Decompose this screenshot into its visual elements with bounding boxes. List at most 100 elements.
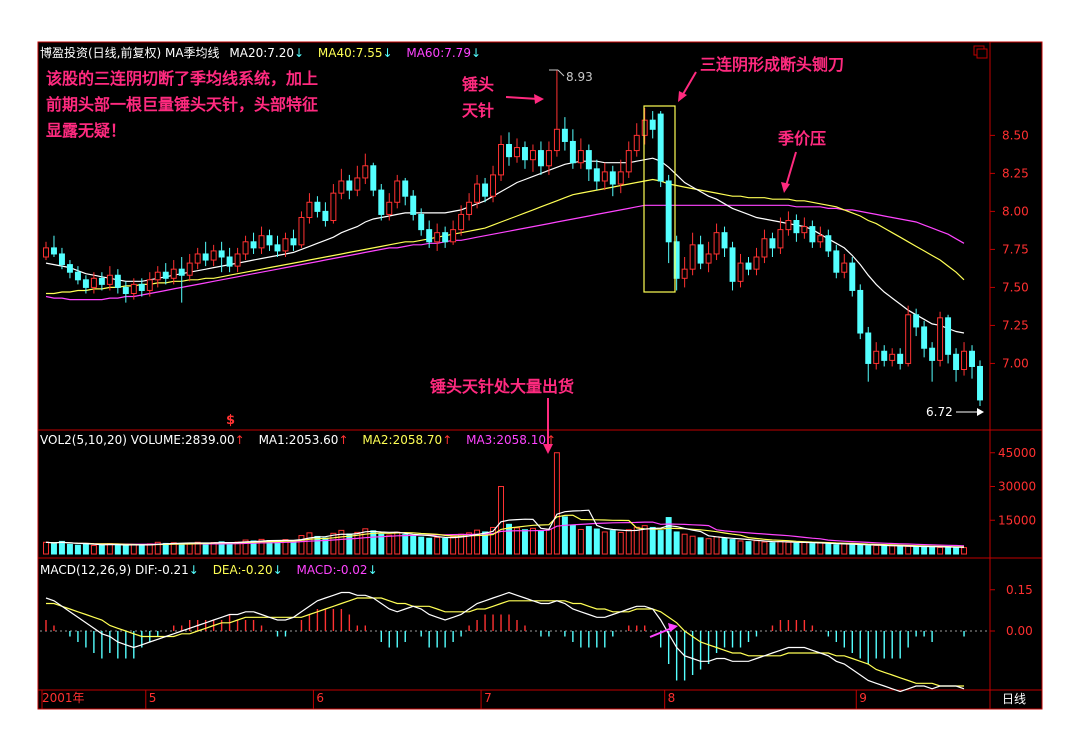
three-black-arrow-head [678,91,687,102]
candle-body [130,283,137,294]
period-label[interactable]: 日线 [1002,692,1026,706]
volume-bar [825,543,832,555]
volume-bar [74,544,81,555]
volume-bar [913,546,920,555]
candle-body [218,250,225,258]
volume-bar [673,531,680,555]
macd-tick-label: 0.15 [1006,583,1033,597]
candle-body [569,140,576,164]
volume-bar [306,532,313,555]
candle [713,223,720,261]
volume-header: VOL2(5,10,20) VOLUME:2839.00↑ MA1:2053.6… [40,433,556,447]
candle [857,284,864,340]
time-tick-label: 5 [149,691,157,705]
candle-body [234,253,241,267]
volume-bar [569,524,576,555]
volume-bar [657,530,664,555]
macd-header: MACD(12,26,9) DIF:-0.21↓ DEA:-0.20↓ MACD… [40,563,378,577]
candles [43,70,983,406]
candle [921,320,928,358]
season-press-arrow [785,151,797,187]
candle [98,272,105,291]
candle [458,205,465,236]
volume-bar [793,542,800,555]
volume-bar [841,543,848,555]
candle-body [82,279,89,288]
candle [809,220,816,248]
candle [138,278,145,297]
candle [266,229,273,251]
volume-bar [937,546,944,555]
candle-body [442,232,449,243]
volume-bar [697,537,704,555]
candle [170,260,177,285]
hammer-note-line-2: 天针 [462,101,494,120]
season-press-note: 季价压 [777,129,826,148]
volume-bar [482,531,489,555]
dividend-marker: $ [226,413,235,428]
candle [729,241,736,291]
candle-body [769,238,776,249]
candle [577,138,584,169]
volume-bar [370,530,377,555]
volume-bar [450,536,457,555]
volume-bar [474,529,481,555]
candle-body [649,119,656,130]
candle [641,108,648,145]
volume-bar [609,530,616,555]
candle-body [58,253,65,266]
volume-bar [785,541,792,555]
volume-bar [218,541,225,555]
candle [649,111,656,139]
candle [90,272,97,294]
volume-bar [58,540,65,555]
volume-bar [186,542,193,555]
candle [681,257,688,288]
candle-body [114,274,121,288]
candle-body [673,241,680,279]
three-black-arrow [681,71,697,97]
low-price-label: 6.72 [926,405,953,419]
candle [609,165,616,197]
candle [785,211,792,236]
volume-bar [833,544,840,555]
candle-body [154,271,161,281]
candle [474,174,481,209]
three-black-highlight-box [643,105,676,293]
volume-bar [338,529,345,555]
candle-body [785,220,792,231]
volume-bar [178,543,185,555]
candle-body [601,171,608,182]
candle-body [498,143,505,176]
volume-note-arrow-head [543,444,553,454]
volume-bar [82,543,89,555]
candle [849,257,856,297]
candle-body [625,150,632,173]
candle-body [905,314,912,364]
candle-body [274,244,281,252]
candle [394,174,401,209]
volume-bar [713,536,720,555]
candle [889,348,896,367]
volume-bar [857,544,864,555]
candle-body [338,180,345,194]
candle [529,144,536,172]
volume-bar [689,535,696,555]
candle [442,226,449,248]
hammer-arrow [505,96,539,100]
candle [961,342,968,376]
volume-bar [953,547,960,555]
candle-body [306,201,313,218]
candle-body [841,262,848,273]
candle [569,129,576,169]
volume-bar [521,529,528,555]
hammer-arrow-head [534,94,544,104]
candle [338,168,345,200]
candle [58,247,65,270]
candle [402,177,409,206]
volume-bar [809,543,816,555]
price-tick-label: 8.00 [1002,204,1029,218]
candle-body [969,350,976,367]
candle [705,241,712,273]
volume-bar [378,533,385,555]
